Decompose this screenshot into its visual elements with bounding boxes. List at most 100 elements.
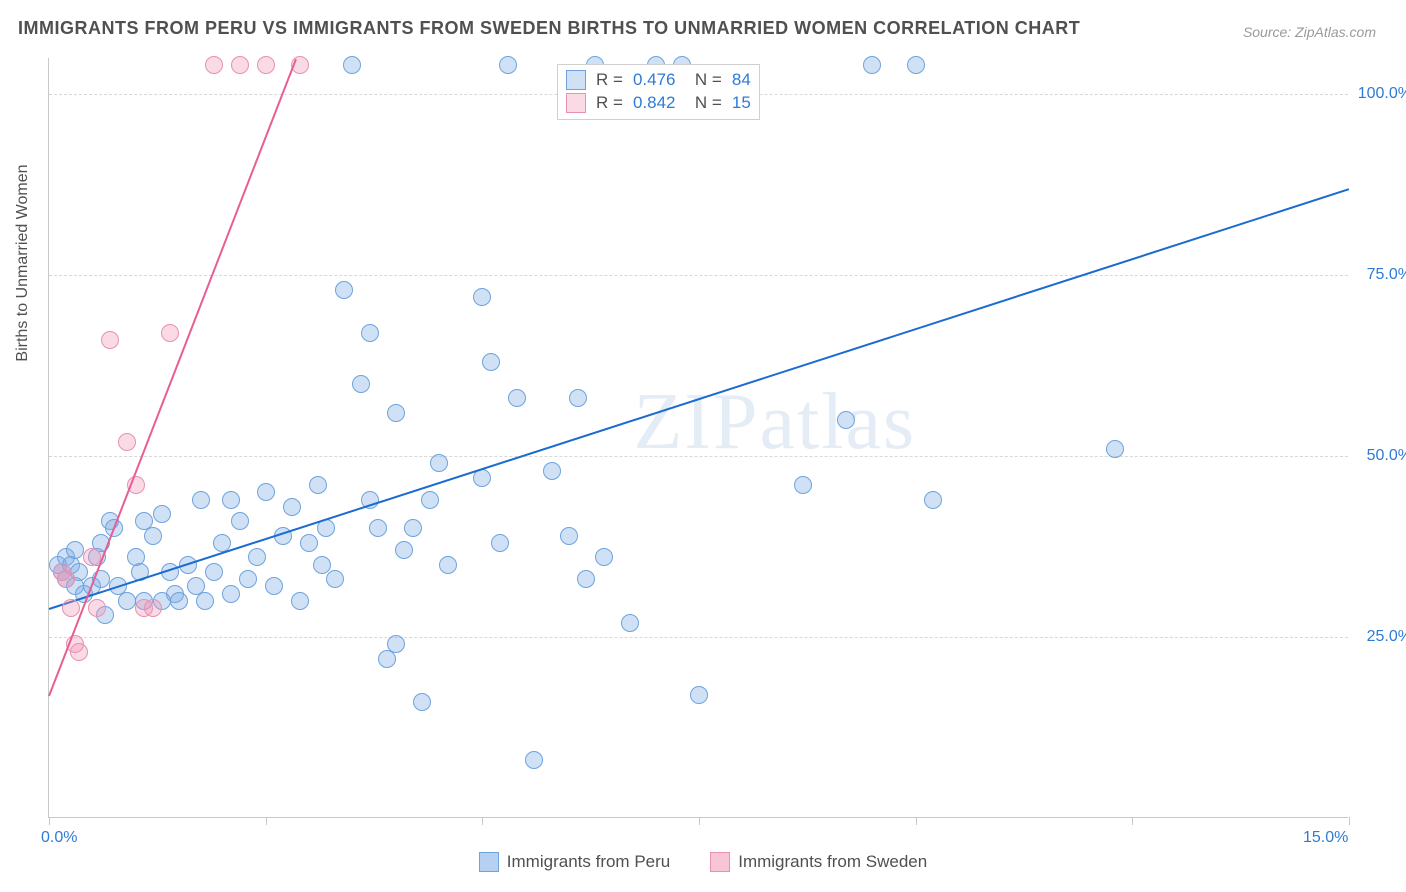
x-tick [699,817,700,825]
data-point [313,556,331,574]
stats-r-value: 0.476 [633,69,676,92]
data-point [404,519,422,537]
data-point [387,404,405,422]
stats-row: R = 0.842 N = 15 [566,92,751,115]
data-point [291,592,309,610]
data-point [439,556,457,574]
data-point [508,389,526,407]
data-point [161,324,179,342]
x-tick-label: 0.0% [41,829,77,847]
data-point [907,56,925,74]
legend-swatch [710,852,730,872]
data-point [101,331,119,349]
stats-n-value: 15 [732,92,751,115]
gridline [49,637,1348,638]
data-point [205,563,223,581]
x-tick [1132,817,1133,825]
y-axis-label: Births to Unmarried Women [14,165,32,362]
legend-label: Immigrants from Sweden [738,852,927,872]
gridline [49,456,1348,457]
chart-title: IMMIGRANTS FROM PERU VS IMMIGRANTS FROM … [18,18,1080,39]
data-point [335,281,353,299]
source-label: Source: ZipAtlas.com [1243,24,1376,40]
data-point [794,476,812,494]
data-point [352,375,370,393]
data-point [70,643,88,661]
data-point [491,534,509,552]
y-tick-label: 75.0% [1367,266,1406,284]
data-point [231,512,249,530]
data-point [621,614,639,632]
x-tick [1349,817,1350,825]
data-point [88,599,106,617]
stats-r-label: R = [596,92,623,115]
data-point [369,519,387,537]
data-point [482,353,500,371]
stats-n-label: N = [685,92,721,115]
data-point [560,527,578,545]
data-point [265,577,283,595]
data-point [309,476,327,494]
data-point [144,599,162,617]
stats-r-label: R = [596,69,623,92]
data-point [248,548,266,566]
x-tick [49,817,50,825]
data-point [387,635,405,653]
y-tick-label: 25.0% [1367,628,1406,646]
data-point [361,324,379,342]
scatter-plot: ZIPatlas 25.0%50.0%75.0%100.0%0.0%15.0%R… [48,58,1348,818]
data-point [1106,440,1124,458]
data-point [66,541,84,559]
trend-line [49,188,1350,610]
x-tick [916,817,917,825]
data-point [153,505,171,523]
data-point [430,454,448,472]
legend-swatch [479,852,499,872]
data-point [231,56,249,74]
data-point [413,693,431,711]
stats-n-value: 84 [732,69,751,92]
y-tick-label: 50.0% [1367,447,1406,465]
data-point [326,570,344,588]
data-point [569,389,587,407]
data-point [924,491,942,509]
data-point [118,433,136,451]
stats-row: R = 0.476 N = 84 [566,69,751,92]
data-point [577,570,595,588]
data-point [257,483,275,501]
data-point [499,56,517,74]
data-point [196,592,214,610]
data-point [525,751,543,769]
data-point [144,527,162,545]
bottom-legend: Immigrants from Peru Immigrants from Swed… [0,852,1406,872]
data-point [57,570,75,588]
data-point [300,534,318,552]
data-point [62,599,80,617]
x-tick [482,817,483,825]
data-point [222,585,240,603]
data-point [205,56,223,74]
legend-item: Immigrants from Sweden [710,852,927,872]
data-point [343,56,361,74]
data-point [283,498,301,516]
data-point [837,411,855,429]
data-point [192,491,210,509]
legend-label: Immigrants from Peru [507,852,670,872]
legend-item: Immigrants from Peru [479,852,670,872]
data-point [421,491,439,509]
stats-n-label: N = [685,69,721,92]
series-swatch [566,93,586,113]
data-point [543,462,561,480]
data-point [170,592,188,610]
data-point [118,592,136,610]
stats-r-value: 0.842 [633,92,676,115]
data-point [395,541,413,559]
y-tick-label: 100.0% [1358,85,1406,103]
data-point [690,686,708,704]
data-point [863,56,881,74]
data-point [222,491,240,509]
data-point [473,288,491,306]
data-point [239,570,257,588]
x-tick-label: 15.0% [1303,829,1348,847]
data-point [257,56,275,74]
